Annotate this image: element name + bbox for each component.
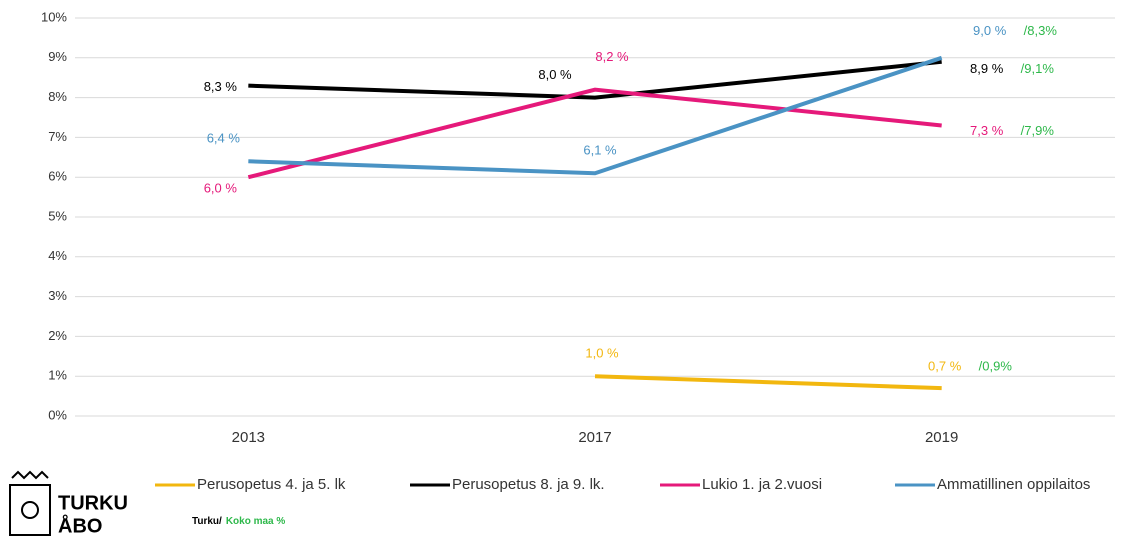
y-tick-label: 3%: [48, 288, 67, 303]
data-label: 6,1 %: [583, 143, 617, 158]
data-label: 6,0 %: [204, 181, 238, 196]
logo: TURKU ÅBO: [9, 470, 128, 537]
data-label: 7,3 %: [970, 123, 1004, 138]
y-tick-label: 4%: [48, 248, 67, 263]
national-label: /0,9%: [979, 359, 1013, 374]
national-label: /9,1%: [1021, 61, 1055, 76]
logo-text: TURKU: [58, 492, 128, 514]
legend-label: Ammatillinen oppilaitos: [937, 476, 1090, 493]
x-tick-label: 2013: [232, 429, 265, 446]
y-tick-label: 8%: [48, 89, 67, 104]
data-label: 8,3 %: [204, 79, 238, 94]
logo-shield: [9, 484, 51, 536]
series-line: [248, 59, 942, 100]
footnote-national: Koko maa %: [226, 516, 286, 527]
series-line: [248, 55, 943, 176]
data-label: 8,0 %: [538, 67, 572, 82]
series-line: [594, 374, 942, 391]
y-tick-label: 1%: [48, 368, 67, 383]
logo-crown: [11, 470, 49, 480]
data-label: 1,0 %: [585, 346, 619, 361]
y-tick-label: 5%: [48, 208, 67, 223]
y-tick-label: 0%: [48, 407, 67, 422]
national-label: /8,3%: [1024, 23, 1058, 38]
legend-label: Perusopetus 8. ja 9. lk.: [452, 476, 605, 493]
legend-label: Lukio 1. ja 2.vuosi: [702, 476, 822, 493]
national-label: /7,9%: [1021, 123, 1055, 138]
y-tick-label: 9%: [48, 49, 67, 64]
data-label: 9,0 %: [973, 23, 1007, 38]
x-tick-label: 2019: [925, 429, 958, 446]
series-line: [247, 87, 942, 180]
logo-text: ÅBO: [58, 513, 102, 537]
legend-label: Perusopetus 4. ja 5. lk: [197, 476, 346, 493]
y-tick-label: 6%: [48, 169, 67, 184]
data-label: 8,2 %: [595, 49, 629, 64]
y-tick-label: 10%: [41, 9, 67, 24]
x-tick-label: 2017: [578, 429, 611, 446]
logo-emblem: [21, 501, 39, 519]
data-label: 8,9 %: [970, 61, 1004, 76]
footnote: Turku/Koko maa %: [192, 516, 285, 527]
y-tick-label: 2%: [48, 328, 67, 343]
y-tick-label: 7%: [48, 129, 67, 144]
footnote-local: Turku/: [192, 516, 222, 527]
data-label: 6,4 %: [207, 131, 241, 146]
data-label: 0,7 %: [928, 359, 962, 374]
